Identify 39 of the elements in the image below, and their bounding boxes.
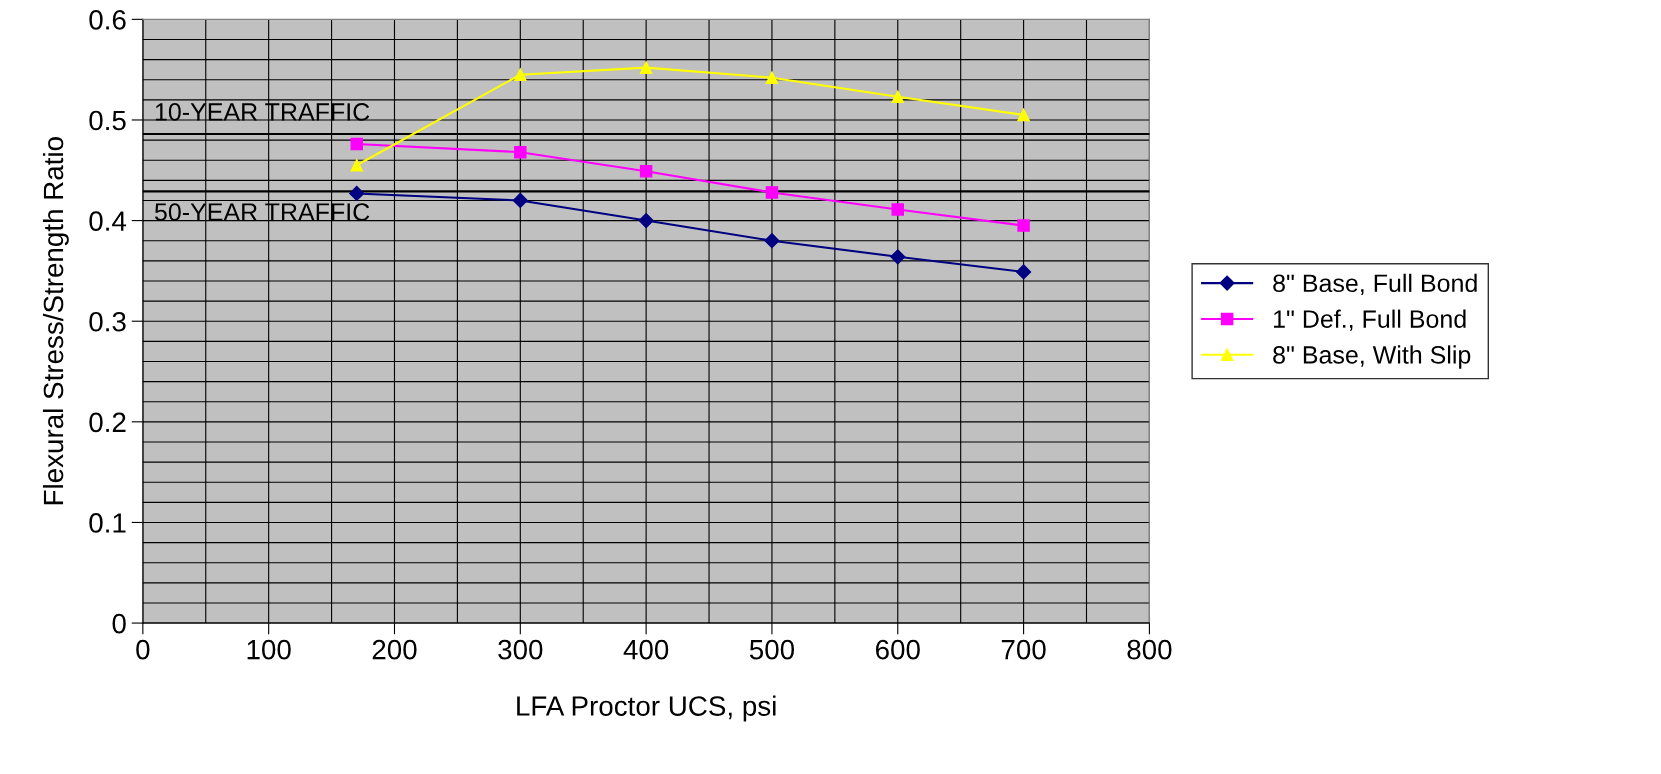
- point: [1016, 264, 1032, 280]
- x-tick-label: 300: [498, 639, 543, 660]
- legend-label: 1" Def., Full Bond: [1274, 309, 1466, 331]
- legend-label: 8" Base, With Slip: [1273, 345, 1471, 369]
- point: [890, 249, 906, 265]
- x-tick-label: 500: [749, 639, 795, 660]
- point: [638, 213, 654, 229]
- x-tick-label: 0: [136, 639, 150, 660]
- point: [765, 71, 779, 84]
- y-tick-label: 0.2: [89, 412, 126, 433]
- y-tick-label: 0.5: [89, 110, 126, 131]
- point: [512, 192, 528, 209]
- point: [349, 185, 365, 201]
- y-tick-label: 0: [112, 613, 126, 634]
- point: [891, 203, 905, 216]
- point: [764, 233, 780, 249]
- legend-label: 8" Base, Full Bond: [1273, 273, 1477, 296]
- point: [765, 186, 779, 199]
- y-tick-label: 0.6: [89, 10, 126, 30]
- x-tick-label: 100: [247, 639, 291, 660]
- x-tick-label: 400: [623, 639, 669, 660]
- y-tick-label: 0.3: [89, 311, 126, 332]
- y-tick-label: 0.1: [89, 513, 126, 533]
- point: [514, 68, 527, 81]
- point: [350, 137, 363, 151]
- y-tick-label: 0.4: [89, 211, 127, 231]
- x-tick-label: 800: [1127, 639, 1172, 660]
- x-tick-label: 600: [876, 639, 920, 660]
- point: [1017, 108, 1030, 122]
- point: [891, 90, 905, 104]
- point: [1017, 219, 1030, 232]
- point: [639, 165, 653, 178]
- x-tick-label: 200: [372, 639, 417, 660]
- point: [350, 158, 363, 172]
- x-tick-label: 700: [1001, 639, 1046, 660]
- point: [639, 61, 653, 74]
- point: [514, 145, 527, 159]
- x-axis-title: LFA Proctor UCS, psi: [517, 695, 776, 722]
- y-axis-title: Flexural Stress/Strength Ratio: [42, 137, 69, 505]
